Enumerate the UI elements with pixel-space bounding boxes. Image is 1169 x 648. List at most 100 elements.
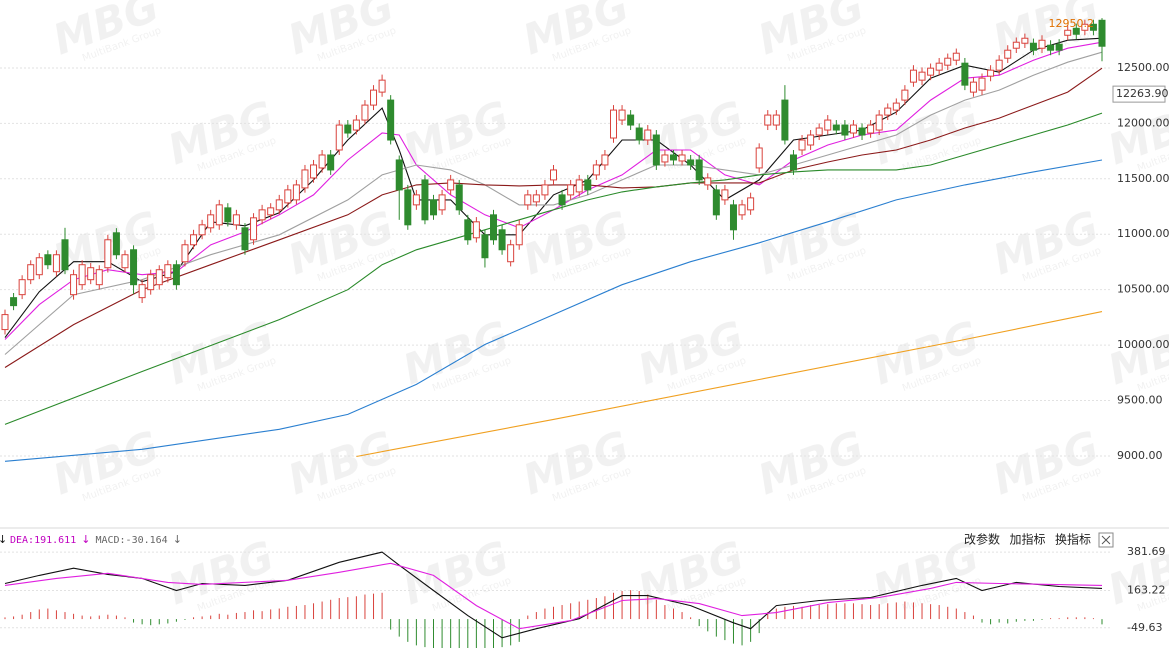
candle-body — [738, 204, 746, 216]
candle-body — [404, 189, 412, 226]
candle-body — [370, 89, 378, 106]
candle-body — [764, 114, 772, 126]
price-axis: 12500.00 12000.00 11500.00 11000.00 10500.00… — [1112, 61, 1169, 462]
candle-body — [95, 269, 103, 286]
candle-body — [909, 69, 917, 83]
candle-body — [1081, 23, 1089, 31]
candle-body — [87, 267, 95, 281]
candle-body — [618, 109, 626, 121]
y-tick-label: 12000.00 — [1117, 116, 1169, 129]
price-marker-label: 12263.90 — [1116, 87, 1169, 100]
indicator-button[interactable]: 加指标 — [1010, 532, 1046, 547]
candle-body — [250, 217, 258, 241]
candle-body — [18, 279, 26, 296]
candle-body — [318, 154, 326, 169]
candle-body — [575, 179, 583, 193]
candle-body — [747, 197, 755, 211]
price-marker-box — [1112, 85, 1166, 103]
candle-body — [558, 194, 566, 206]
candle-body — [52, 254, 60, 273]
candle-body — [464, 219, 472, 241]
candle-body — [78, 264, 86, 286]
candle-body — [335, 124, 343, 151]
candle-body — [635, 127, 643, 141]
ma-line — [4, 551, 1103, 639]
candle-body — [430, 199, 438, 216]
candle-body — [644, 129, 652, 141]
candle-body — [875, 114, 883, 131]
ma-line — [356, 311, 1103, 458]
candle-body — [712, 189, 720, 216]
candle-body — [387, 99, 395, 141]
candle-body — [567, 184, 575, 196]
candle-body — [755, 147, 763, 169]
candle-body — [532, 194, 540, 203]
candle-body — [361, 104, 369, 121]
candle-body — [550, 169, 557, 181]
candle-body — [378, 79, 386, 93]
candle-body — [609, 109, 617, 139]
candle-body — [301, 169, 309, 189]
candle-body — [918, 71, 926, 81]
y-tick-label: 9000.00 — [1117, 449, 1163, 462]
candle-body — [352, 119, 360, 131]
candle-body — [490, 214, 498, 241]
indicator-button[interactable]: 改参数 — [964, 532, 1000, 547]
ma-line — [4, 562, 1103, 630]
candle-body — [995, 59, 1003, 71]
candle-body — [327, 154, 335, 171]
candle-body — [395, 159, 403, 191]
candle-body — [969, 81, 977, 93]
candle-body — [987, 69, 995, 77]
y-tick-label: 163.22 — [1127, 583, 1166, 596]
candle-body — [481, 234, 489, 259]
candle-body — [35, 257, 43, 276]
candle-body — [224, 207, 232, 223]
candle-body — [1029, 42, 1037, 51]
candle-body — [44, 254, 52, 266]
candle-body — [592, 164, 600, 176]
candle-body — [584, 179, 592, 191]
candle-body — [858, 127, 866, 136]
candle-body — [1055, 43, 1063, 51]
candle-body — [284, 189, 292, 204]
candle-body — [935, 62, 943, 71]
candle-body — [798, 139, 806, 151]
candle-body — [1021, 37, 1029, 44]
candle-body — [729, 204, 737, 231]
candle-body — [447, 179, 455, 191]
candle-body — [824, 119, 832, 131]
legend-arrow: ↓ — [81, 533, 90, 546]
macd-panel — [0, 551, 1110, 648]
candle-body — [661, 154, 669, 163]
close-button[interactable] — [1098, 532, 1114, 548]
candle-body — [901, 89, 909, 101]
candle-body — [541, 184, 549, 196]
candle-body — [927, 67, 935, 76]
candle-body — [472, 221, 480, 239]
y-tick-label: 10000.00 — [1117, 338, 1169, 351]
candle-body — [807, 134, 815, 146]
candle-body — [832, 124, 840, 131]
candle-body — [507, 244, 515, 263]
candle-body — [275, 199, 283, 211]
candle-body — [292, 184, 300, 201]
candle-body — [310, 164, 318, 179]
legend-arrow: ↓ — [0, 533, 7, 546]
candle-body — [1072, 27, 1080, 35]
candle-body — [164, 264, 172, 279]
indicator-button[interactable]: 换指标 — [1055, 532, 1091, 547]
candle-body — [515, 224, 523, 246]
ma-line — [4, 51, 1103, 355]
ma-line — [4, 41, 1103, 340]
y-tick-label: 381.69 — [1127, 545, 1166, 558]
legend-label: DEA:191.611 — [10, 535, 76, 546]
candle-body — [867, 124, 875, 134]
candle-body — [841, 124, 849, 136]
y-tick-label: 11500.00 — [1117, 172, 1169, 185]
candle-body — [944, 57, 952, 66]
macd-header: ↓ DEA:191.611 ↓ MACD:-30.164 ↓ 改参数 加指标 换指标 — [0, 532, 1091, 547]
